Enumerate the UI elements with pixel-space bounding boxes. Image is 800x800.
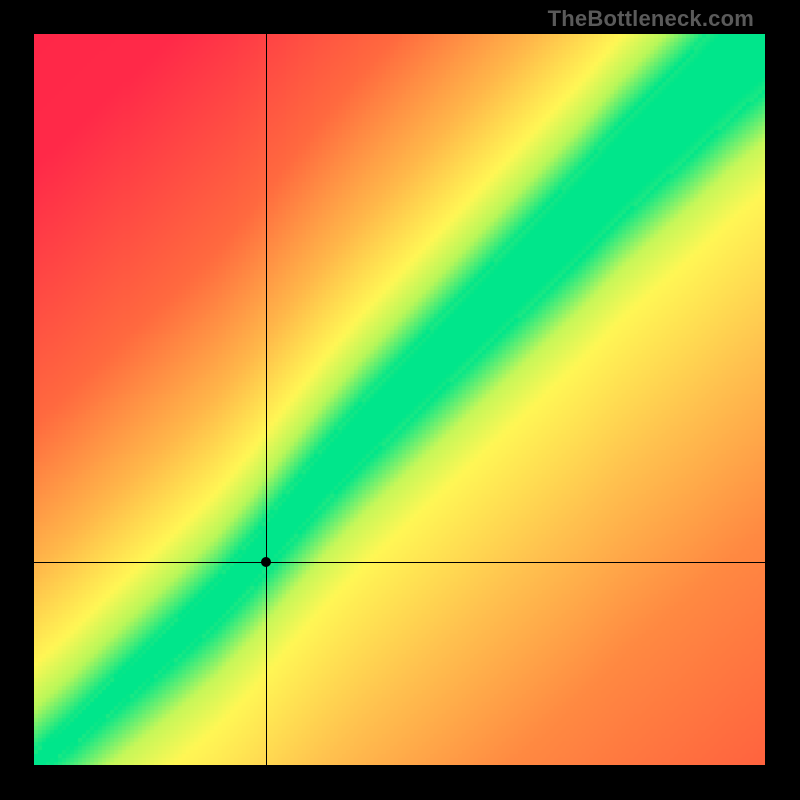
crosshair-marker — [261, 557, 271, 567]
crosshair-horizontal — [34, 562, 765, 563]
chart-container: TheBottleneck.com — [0, 0, 800, 800]
watermark-text: TheBottleneck.com — [548, 6, 754, 32]
plot-area — [34, 34, 765, 765]
heatmap-canvas — [34, 34, 765, 765]
crosshair-vertical — [266, 34, 267, 765]
